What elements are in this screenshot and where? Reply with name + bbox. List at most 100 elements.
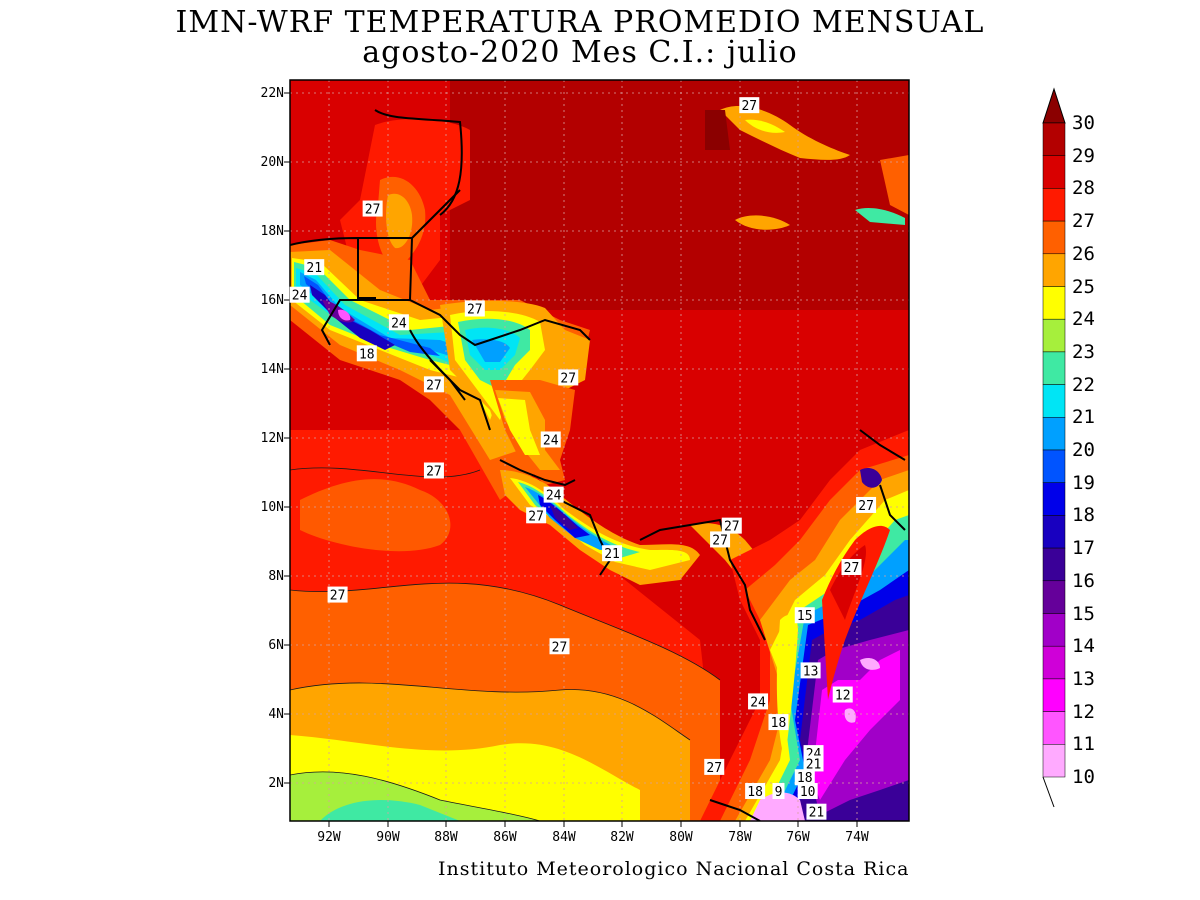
colorbar-level-label: 12 [1072, 700, 1095, 723]
contour-label: 24 [289, 286, 310, 304]
colombia-warm-valley [822, 525, 890, 700]
contour-label-text: 10 [800, 785, 816, 800]
lat-label: 20N [260, 155, 284, 170]
contour-label-text: 27 [467, 303, 483, 318]
costarica-16 [550, 505, 578, 530]
contour-label: 24 [748, 693, 769, 710]
lat-label: 22N [260, 86, 284, 101]
contour-label: 27 [526, 507, 547, 524]
nicaragua-24 [498, 398, 540, 455]
lat-label: 8N [268, 569, 284, 584]
contour-label: 15 [794, 607, 815, 624]
hispaniola [855, 207, 905, 225]
plot-frame [289, 79, 910, 822]
cuba-dark [705, 110, 730, 150]
title-line-1: IMN-WRF TEMPERATURA PROMEDIO MENSUAL [175, 5, 985, 40]
colorbar-swatch [1042, 318, 1066, 353]
contour-label-text: 27 [330, 589, 346, 604]
guatemala-20 [300, 272, 470, 362]
colorbar-level-label: 16 [1072, 569, 1095, 592]
colombia-pale3 [844, 708, 856, 723]
contour-label-text: 18 [359, 347, 375, 362]
footer-credit: Instituto Meteorologico Nacional Costa R… [438, 858, 910, 880]
haiti-east [880, 155, 909, 215]
contour-label-text: 27 [426, 378, 442, 393]
lat-label: 2N [268, 776, 284, 791]
colorbar-swatch [1042, 580, 1066, 614]
contour-label: 27 [327, 586, 348, 604]
colorbar [1042, 87, 1066, 808]
contour-label-text: 24 [292, 289, 308, 304]
contour-label: 27 [739, 97, 760, 114]
honduras-20 [472, 339, 510, 362]
colorbar-level-label: 23 [1072, 340, 1095, 363]
colorbar-level-label: 28 [1072, 177, 1095, 200]
colorbar-tail [1042, 776, 1055, 808]
colorbar-level-label: 14 [1072, 635, 1095, 658]
contour-label: 18 [794, 769, 815, 786]
colorbar-swatch [1042, 384, 1066, 418]
lat-label: 4N [268, 707, 284, 722]
contour-label-text: 27 [365, 203, 381, 218]
contour-label: 27 [423, 462, 444, 479]
contour-label-text: 21 [806, 757, 822, 772]
lat-label: 18N [260, 224, 284, 239]
colorbar-arrow [1042, 87, 1066, 124]
colorbar-level-label: 27 [1072, 210, 1095, 233]
colorbar-swatch [1042, 155, 1066, 189]
lon-label: 78W [728, 830, 752, 845]
lon-label: 86W [493, 830, 517, 845]
contour-label: 21 [602, 545, 623, 562]
colorbar-level-label: 25 [1072, 275, 1095, 298]
colorbar-swatch [1042, 351, 1066, 385]
colorbar-swatch [1042, 645, 1066, 680]
colombia-pale2 [860, 657, 880, 670]
lon-label: 92W [317, 830, 341, 845]
lon-label: 80W [669, 830, 693, 845]
colorbar-swatch [1042, 547, 1066, 582]
contour-label-text: 18 [797, 771, 813, 786]
colorbar-swatch [1042, 678, 1066, 712]
contour-label-text: 27 [426, 464, 442, 479]
caribbean-warm [450, 80, 909, 310]
contour-label: 27 [710, 531, 731, 548]
colorbar-level-label: 22 [1072, 373, 1095, 396]
contour-label: 21 [803, 755, 824, 772]
colorbar-level-label: 11 [1072, 733, 1095, 756]
lon-label: 90W [376, 830, 400, 845]
colorbar-level-label: 15 [1072, 602, 1095, 625]
contour-label: 18 [745, 783, 766, 800]
colorbar-level-label: 21 [1072, 406, 1095, 429]
colorbar-level-label: 30 [1072, 112, 1095, 134]
colorbar-swatch [1042, 286, 1066, 320]
contour-label: 21 [806, 803, 827, 821]
colorbar-swatch [1042, 711, 1066, 745]
yucatan-26 [386, 193, 413, 249]
contour-label-text: 24 [750, 695, 766, 710]
jamaica [735, 215, 790, 230]
colorbar-level-label: 20 [1072, 439, 1095, 461]
contour-label-text: 12 [835, 689, 851, 704]
contour-label: 10 [797, 783, 818, 800]
colorbar-level-label: 10 [1072, 766, 1095, 788]
contour-label: 24 [543, 486, 564, 504]
contour-label: 12 [832, 686, 853, 704]
contour-label-text: 27 [706, 761, 722, 776]
guatemala-17 [310, 285, 395, 350]
lon-label: 82W [610, 830, 634, 845]
colorbar-swatch [1042, 417, 1066, 451]
guatemala-13 [338, 309, 351, 321]
contour-label-text: 21 [306, 261, 322, 276]
colorbar-swatch [1042, 613, 1066, 647]
contour-label-text: 24 [543, 433, 559, 448]
colorbar-swatch [1042, 482, 1066, 516]
contour-lines [290, 467, 721, 821]
contour-label-text: 21 [809, 806, 825, 821]
lat-label: 16N [260, 293, 284, 308]
lon-label: 88W [434, 830, 458, 845]
contour-label: 27 [704, 758, 725, 776]
colorbar-level-label: 17 [1072, 537, 1095, 560]
lat-label: 12N [260, 431, 284, 446]
contour-label: 9 [772, 783, 785, 800]
